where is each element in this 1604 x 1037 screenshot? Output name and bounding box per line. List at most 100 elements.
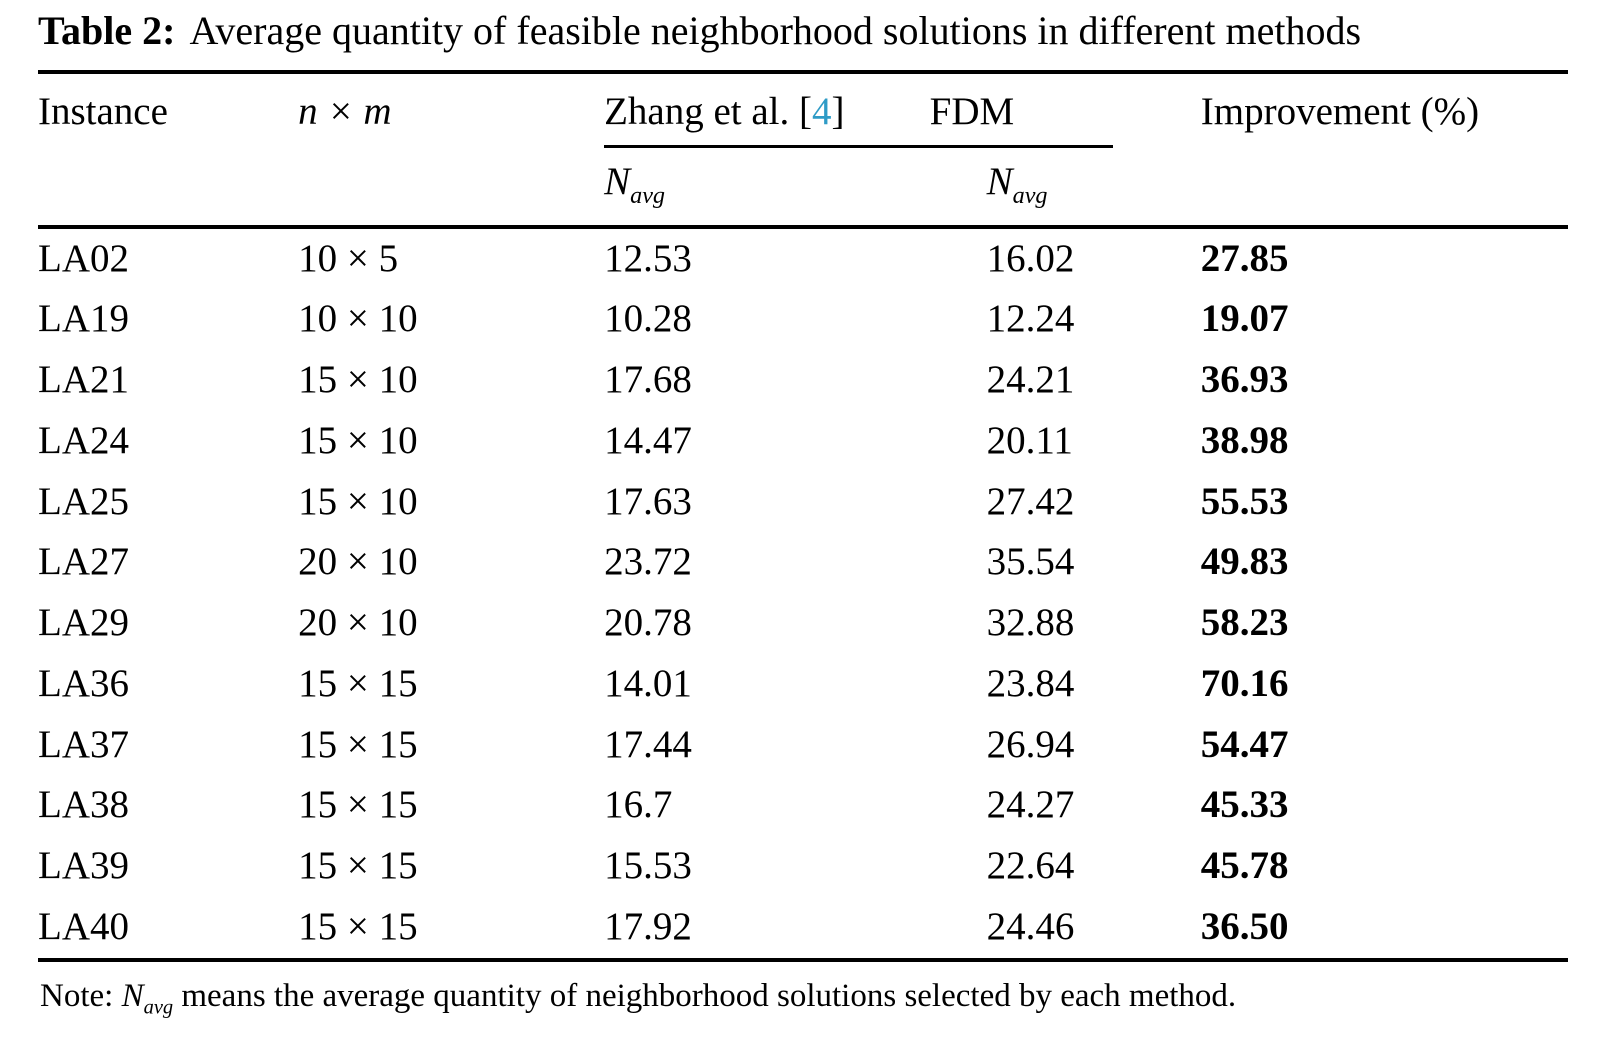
table-row: LA02 10 × 5 12.53 16.02 27.85 xyxy=(38,227,1568,290)
cell-improvement: 36.93 xyxy=(1201,350,1568,411)
col-header-improvement: Improvement (%) xyxy=(1201,72,1568,227)
cell-zhang-navg: 20.78 xyxy=(604,593,987,654)
col-header-fdm: FDM xyxy=(930,88,1113,137)
cell-zhang-navg: 10.28 xyxy=(604,289,987,350)
table-row: LA19 10 × 10 10.28 12.24 19.07 xyxy=(38,289,1568,350)
table-caption: Table 2: Average quantity of feasible nei… xyxy=(38,8,1568,54)
cell-instance: LA24 xyxy=(38,411,298,472)
method-group-underline: Zhang et al. [4] FDM xyxy=(604,88,1113,148)
cell-fdm-navg: 23.84 xyxy=(987,654,1201,715)
cell-instance: LA19 xyxy=(38,289,298,350)
cell-improvement: 19.07 xyxy=(1201,289,1568,350)
cell-fdm-navg: 16.02 xyxy=(987,227,1201,290)
col-header-methods-group: Zhang et al. [4] FDM xyxy=(604,72,1201,148)
col-header-nxm: n × m xyxy=(298,72,604,227)
navg-symbol: N xyxy=(122,978,144,1014)
cell-zhang-navg: 14.01 xyxy=(604,654,987,715)
table-body: LA02 10 × 5 12.53 16.02 27.85 LA19 10 × … xyxy=(38,227,1568,960)
table-row: LA36 15 × 15 14.01 23.84 70.16 xyxy=(38,654,1568,715)
col-header-instance: Instance xyxy=(38,72,298,227)
navg-symbol: N xyxy=(987,160,1013,203)
cell-zhang-navg: 14.47 xyxy=(604,411,987,472)
cell-instance: LA39 xyxy=(38,836,298,897)
cell-zhang-navg: 17.44 xyxy=(604,715,987,776)
cell-nxm: 10 × 5 xyxy=(298,227,604,290)
cell-instance: LA40 xyxy=(38,897,298,960)
table-note: Note: Navg means the average quantity of… xyxy=(38,978,1568,1015)
cell-improvement: 36.50 xyxy=(1201,897,1568,960)
navg-subscript: avg xyxy=(144,996,174,1018)
cell-instance: LA29 xyxy=(38,593,298,654)
subheader-navg-zhang: Navg xyxy=(604,148,987,227)
cell-instance: LA27 xyxy=(38,532,298,593)
cell-zhang-navg: 17.63 xyxy=(604,472,987,533)
table-row: LA37 15 × 15 17.44 26.94 54.47 xyxy=(38,715,1568,776)
zhang-label-post: ] xyxy=(832,90,845,133)
cell-improvement: 49.83 xyxy=(1201,532,1568,593)
table-row: LA39 15 × 15 15.53 22.64 45.78 xyxy=(38,836,1568,897)
cell-improvement: 38.98 xyxy=(1201,411,1568,472)
col-header-zhang: Zhang et al. [4] xyxy=(604,88,930,137)
cell-nxm: 15 × 15 xyxy=(298,897,604,960)
cell-nxm: 15 × 15 xyxy=(298,715,604,776)
table-caption-label: Table 2: xyxy=(38,8,175,53)
cell-fdm-navg: 24.46 xyxy=(987,897,1201,960)
table-row: LA38 15 × 15 16.7 24.27 45.33 xyxy=(38,775,1568,836)
cell-instance: LA36 xyxy=(38,654,298,715)
zhang-label-pre: Zhang et al. [ xyxy=(604,90,812,133)
cell-fdm-navg: 22.64 xyxy=(987,836,1201,897)
cell-fdm-navg: 12.24 xyxy=(987,289,1201,350)
cell-nxm: 15 × 10 xyxy=(298,350,604,411)
cell-zhang-navg: 23.72 xyxy=(604,532,987,593)
cell-nxm: 15 × 15 xyxy=(298,836,604,897)
cell-instance: LA25 xyxy=(38,472,298,533)
cell-improvement: 45.78 xyxy=(1201,836,1568,897)
table-caption-text: Average quantity of feasible neighborhoo… xyxy=(189,8,1361,53)
header-row-methods: Instance n × m Zhang et al. [4] FDM Impr… xyxy=(38,72,1568,148)
table-row: LA29 20 × 10 20.78 32.88 58.23 xyxy=(38,593,1568,654)
cell-nxm: 10 × 10 xyxy=(298,289,604,350)
cell-improvement: 45.33 xyxy=(1201,775,1568,836)
cell-fdm-navg: 24.27 xyxy=(987,775,1201,836)
cell-fdm-navg: 32.88 xyxy=(987,593,1201,654)
cell-nxm: 20 × 10 xyxy=(298,593,604,654)
cell-improvement: 55.53 xyxy=(1201,472,1568,533)
note-prefix: Note: xyxy=(40,978,122,1014)
cell-instance: LA37 xyxy=(38,715,298,776)
table-row: LA24 15 × 10 14.47 20.11 38.98 xyxy=(38,411,1568,472)
table-row: LA27 20 × 10 23.72 35.54 49.83 xyxy=(38,532,1568,593)
cell-zhang-navg: 15.53 xyxy=(604,836,987,897)
cell-nxm: 15 × 10 xyxy=(298,411,604,472)
cell-improvement: 70.16 xyxy=(1201,654,1568,715)
table-header: Instance n × m Zhang et al. [4] FDM Impr… xyxy=(38,72,1568,227)
cell-instance: LA02 xyxy=(38,227,298,290)
navg-symbol: N xyxy=(604,160,630,203)
subheader-navg-fdm: Navg xyxy=(987,148,1201,227)
cell-nxm: 15 × 10 xyxy=(298,472,604,533)
navg-subscript: avg xyxy=(1013,182,1048,209)
table-row: LA21 15 × 10 17.68 24.21 36.93 xyxy=(38,350,1568,411)
navg-subscript: avg xyxy=(630,182,665,209)
results-table: Instance n × m Zhang et al. [4] FDM Impr… xyxy=(38,70,1568,962)
cell-improvement: 54.47 xyxy=(1201,715,1568,776)
cell-instance: LA21 xyxy=(38,350,298,411)
cell-fdm-navg: 24.21 xyxy=(987,350,1201,411)
cell-zhang-navg: 12.53 xyxy=(604,227,987,290)
cell-nxm: 20 × 10 xyxy=(298,532,604,593)
cell-improvement: 27.85 xyxy=(1201,227,1568,290)
cell-zhang-navg: 17.92 xyxy=(604,897,987,960)
cell-zhang-navg: 17.68 xyxy=(604,350,987,411)
cell-nxm: 15 × 15 xyxy=(298,775,604,836)
cell-fdm-navg: 27.42 xyxy=(987,472,1201,533)
cell-improvement: 58.23 xyxy=(1201,593,1568,654)
cell-fdm-navg: 35.54 xyxy=(987,532,1201,593)
cell-nxm: 15 × 15 xyxy=(298,654,604,715)
cell-fdm-navg: 20.11 xyxy=(987,411,1201,472)
table-row: LA25 15 × 10 17.63 27.42 55.53 xyxy=(38,472,1568,533)
cell-zhang-navg: 16.7 xyxy=(604,775,987,836)
cell-fdm-navg: 26.94 xyxy=(987,715,1201,776)
cell-instance: LA38 xyxy=(38,775,298,836)
citation-number[interactable]: 4 xyxy=(812,90,832,133)
table-row: LA40 15 × 15 17.92 24.46 36.50 xyxy=(38,897,1568,960)
note-text: means the average quantity of neighborho… xyxy=(173,978,1236,1014)
